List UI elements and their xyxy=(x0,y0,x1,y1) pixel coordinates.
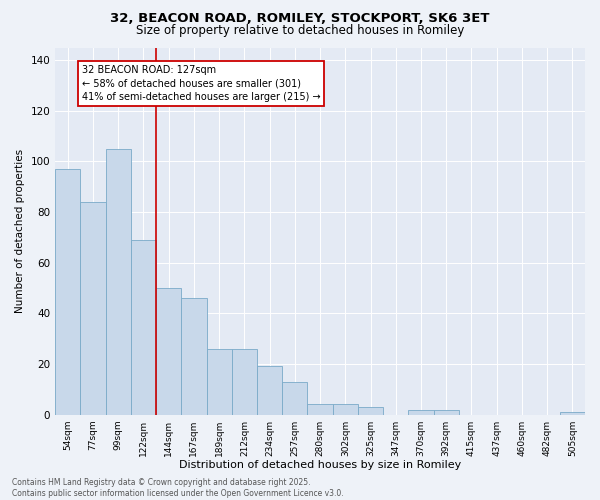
Bar xyxy=(282,382,307,414)
Bar xyxy=(181,298,206,414)
Bar xyxy=(307,404,332,414)
Bar xyxy=(80,202,106,414)
X-axis label: Distribution of detached houses by size in Romiley: Distribution of detached houses by size … xyxy=(179,460,461,470)
Bar xyxy=(560,412,585,414)
Bar xyxy=(156,288,181,414)
Text: Size of property relative to detached houses in Romiley: Size of property relative to detached ho… xyxy=(136,24,464,37)
Bar xyxy=(55,169,80,414)
Bar xyxy=(106,149,131,414)
Bar xyxy=(257,366,282,414)
Bar xyxy=(358,407,383,414)
Y-axis label: Number of detached properties: Number of detached properties xyxy=(15,149,25,313)
Text: Contains HM Land Registry data © Crown copyright and database right 2025.
Contai: Contains HM Land Registry data © Crown c… xyxy=(12,478,344,498)
Bar xyxy=(131,240,156,414)
Bar xyxy=(206,349,232,414)
Bar xyxy=(332,404,358,414)
Bar xyxy=(409,410,434,414)
Bar xyxy=(232,349,257,414)
Text: 32, BEACON ROAD, ROMILEY, STOCKPORT, SK6 3ET: 32, BEACON ROAD, ROMILEY, STOCKPORT, SK6… xyxy=(110,12,490,26)
Text: 32 BEACON ROAD: 127sqm
← 58% of detached houses are smaller (301)
41% of semi-de: 32 BEACON ROAD: 127sqm ← 58% of detached… xyxy=(82,65,320,102)
Bar xyxy=(434,410,459,414)
